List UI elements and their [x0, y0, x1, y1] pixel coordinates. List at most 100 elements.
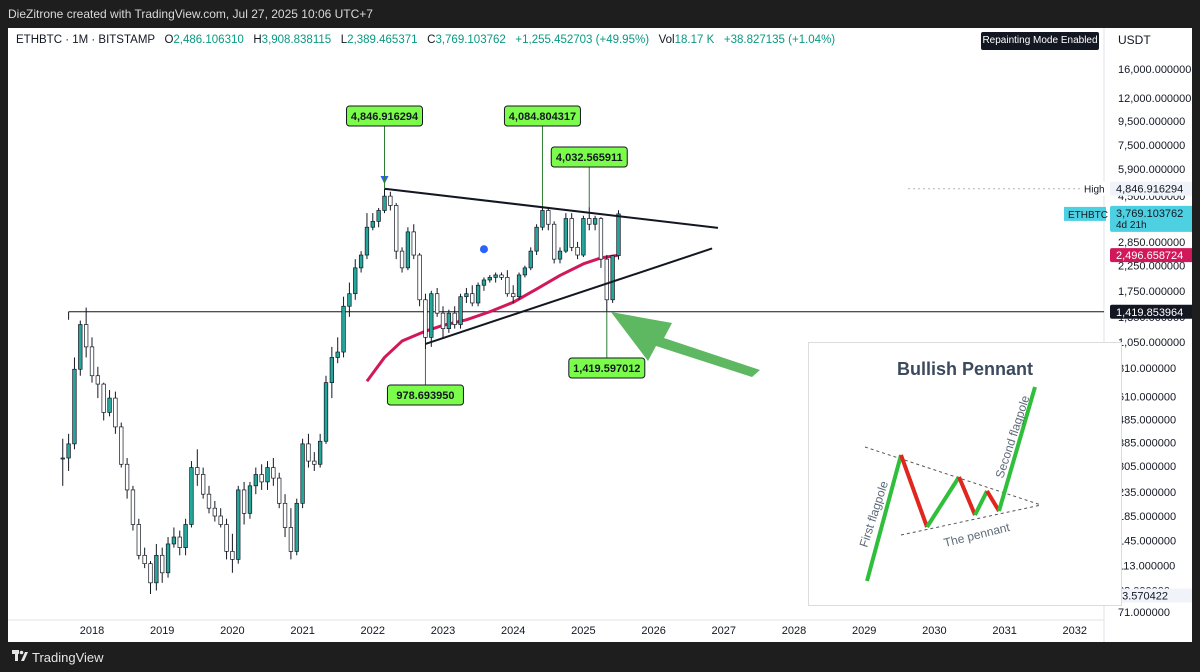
candle-body-down — [218, 515, 223, 525]
candle-body-down — [575, 246, 580, 256]
candle — [271, 458, 276, 486]
low-price-badge: 83.570422 — [1116, 591, 1168, 603]
callout-label: 4,084.804317 — [509, 111, 576, 123]
candle-body-down — [551, 223, 557, 260]
candle-body-up — [171, 536, 177, 545]
footer-brand[interactable]: TradingView — [32, 650, 104, 665]
low-value: 2,389.465371 — [347, 34, 418, 46]
candle — [265, 461, 270, 490]
candle-body-up — [358, 254, 364, 269]
x-tick-label: 2029 — [852, 625, 876, 637]
candle-body-down — [470, 293, 475, 304]
callout-label: 4,846.916294 — [351, 111, 419, 123]
candle-body-up — [253, 474, 258, 487]
candle-body-down — [417, 254, 422, 301]
candle — [89, 337, 95, 383]
candle-body-down — [604, 258, 609, 301]
x-tick-label: 2022 — [361, 625, 385, 637]
candle-body-up — [78, 324, 83, 370]
pennant-label: The pennant — [942, 520, 1011, 550]
candle-body-up — [563, 218, 568, 252]
candle-body-down — [277, 477, 282, 504]
candle-body-up — [522, 267, 528, 276]
candle — [318, 433, 323, 468]
candle-body-up — [236, 489, 241, 560]
candle-body-up — [189, 467, 194, 525]
candle — [557, 247, 563, 264]
tradingview-logo-icon[interactable] — [12, 650, 28, 662]
candle — [230, 533, 235, 573]
candle-body-up — [300, 443, 305, 504]
candle — [300, 438, 305, 509]
candle-body-down — [142, 554, 147, 565]
currency-selector[interactable]: USDT — [1118, 33, 1151, 47]
candle-body-up — [329, 357, 334, 383]
candle-body-down — [271, 467, 276, 479]
y-tick-label: 12,000.000000 — [1118, 93, 1191, 105]
candle-body-down — [312, 460, 317, 465]
symbol-tag-bg — [1064, 206, 1106, 221]
candle-body-up — [487, 277, 492, 281]
candle-body-down — [423, 299, 428, 338]
candle — [370, 213, 375, 231]
candle — [511, 285, 516, 303]
candle-body-up — [183, 524, 188, 548]
candle — [83, 307, 89, 358]
candle — [487, 274, 492, 283]
ma-price-badge-bg — [1110, 248, 1192, 263]
candle-body-down — [136, 524, 141, 556]
candle-body-up — [458, 296, 463, 325]
high-price-badge-bg — [1110, 181, 1192, 196]
close-price-badge-bg — [1110, 205, 1192, 232]
candle-body-up — [610, 255, 615, 301]
candle-body-up — [581, 218, 586, 256]
open-label: O — [164, 34, 174, 46]
candle — [394, 203, 399, 260]
candle-body-up — [534, 226, 539, 252]
inset-title: Bullish Pennant — [896, 359, 1033, 379]
candle-body-down — [119, 426, 124, 465]
high-label: H — [253, 34, 262, 46]
y-tick-label: 610.000000 — [1118, 391, 1176, 403]
candle-body-up — [353, 267, 358, 295]
candle-body-down — [452, 312, 457, 325]
candle — [452, 306, 457, 329]
candle-body-up — [364, 226, 370, 256]
candle-body-down — [95, 375, 101, 385]
candle-body-up — [347, 293, 352, 307]
symbol-label[interactable]: ETHBTC · 1M · BITSTAMP — [16, 34, 155, 46]
candle — [399, 247, 405, 273]
candle-body-down — [83, 324, 89, 348]
y-tick-label: 1,750.000000 — [1118, 286, 1185, 298]
candle — [569, 213, 574, 252]
candle-body-down — [511, 293, 516, 298]
candle — [341, 296, 346, 358]
candle — [335, 337, 340, 364]
pennant-leg-5 — [985, 489, 1001, 513]
candle — [306, 433, 311, 468]
price-chart[interactable]: 16,000.000000 12,000.000000 9,500.000000 7,… — [8, 28, 1192, 642]
upper-trendline — [384, 187, 719, 229]
chart-frame[interactable]: 16,000.000000 12,000.000000 9,500.000000 7,… — [8, 28, 1192, 642]
y-tick-label: 145.000000 — [1118, 535, 1176, 547]
bullish-pennant-inset: Bullish Pennant First flagpole Second fl… — [808, 342, 1122, 606]
candle — [236, 485, 241, 564]
candle — [347, 282, 352, 317]
candle — [259, 464, 264, 490]
candle-body-down — [282, 502, 288, 528]
attribution-bar: DieZitrone created with TradingView.com,… — [0, 0, 1200, 28]
repainting-badge[interactable]: Repainting Mode Enabled — [981, 32, 1099, 50]
candle-body-up — [265, 467, 270, 483]
candle-body-up — [516, 274, 522, 298]
candle — [282, 494, 288, 538]
candle — [312, 452, 317, 471]
high-tag-label: High — [1084, 185, 1105, 196]
candle — [358, 251, 364, 273]
attribution-text: DieZitrone created with TradingView.com,… — [8, 7, 373, 21]
footer-bar: TradingView — [0, 642, 1200, 672]
candle — [388, 191, 393, 211]
y-tick-label: 485.000000 — [1118, 414, 1176, 426]
candle-body-up — [154, 554, 159, 584]
candle — [405, 227, 411, 271]
candle-body-up — [294, 502, 299, 552]
